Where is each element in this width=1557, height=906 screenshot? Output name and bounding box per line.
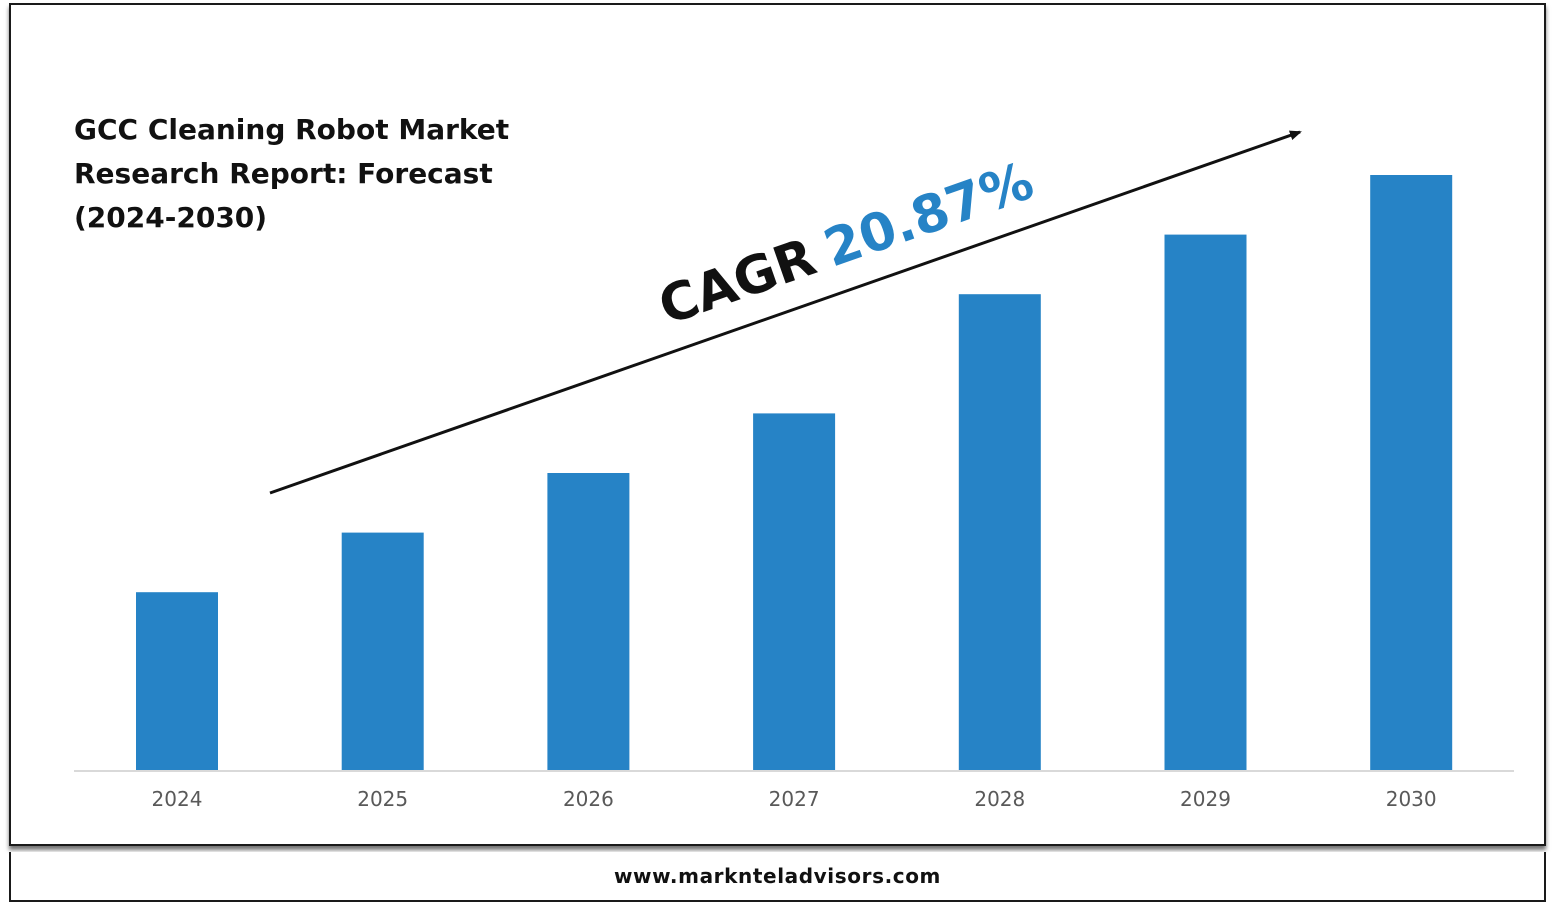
x-tick-label-2025: 2025 xyxy=(357,787,408,811)
footer-bar: www.marknteladvisors.com xyxy=(9,852,1546,902)
website-url[interactable]: www.marknteladvisors.com xyxy=(613,864,942,888)
bar-2025 xyxy=(341,532,424,771)
x-tick-label-2030: 2030 xyxy=(1386,787,1437,811)
title-line-1: GCC Cleaning Robot Market xyxy=(74,113,510,146)
x-tick-label-2028: 2028 xyxy=(974,787,1025,811)
x-tick-label-2026: 2026 xyxy=(563,787,614,811)
bar-2024 xyxy=(136,592,218,771)
title-line-2: Research Report: Forecast xyxy=(74,157,493,190)
trend-arrow xyxy=(269,130,1302,495)
bar-2028 xyxy=(958,294,1041,771)
bar-2030 xyxy=(1370,175,1453,771)
bar-2026 xyxy=(547,473,630,771)
cagr-prefix: CAGR xyxy=(651,227,823,337)
bar-2027 xyxy=(753,413,836,771)
title-line-3: (2024-2030) xyxy=(74,201,268,234)
bars-group xyxy=(136,175,1453,772)
cagr-value: 20.87% xyxy=(817,151,1041,279)
bar-2029 xyxy=(1164,234,1247,772)
x-tick-label-2027: 2027 xyxy=(769,787,820,811)
x-tick-labels: 2024 2025 2026 2027 2028 2029 2030 xyxy=(152,787,1437,811)
x-tick-label-2029: 2029 xyxy=(1180,787,1231,811)
chart-title: GCC Cleaning Robot Market Research Repor… xyxy=(74,108,544,240)
x-tick-label-2024: 2024 xyxy=(152,787,203,811)
